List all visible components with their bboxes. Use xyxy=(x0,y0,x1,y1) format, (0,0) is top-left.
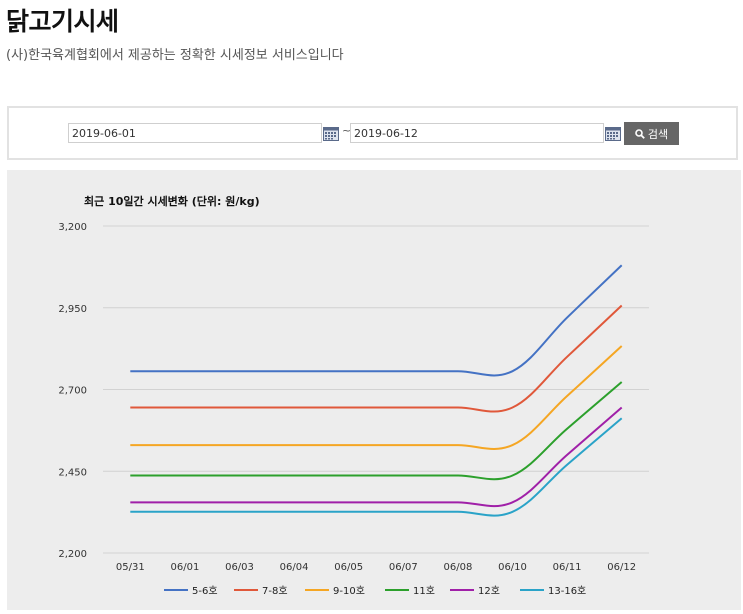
price-line-chart: 최근 10일간 시세변화 (단위: 원/kg) 2,200 2,450 2,700 2… xyxy=(58,194,649,597)
y-tick-label: 2,450 xyxy=(58,467,87,478)
legend-label: 9-10호 xyxy=(333,585,365,597)
price-chart-panel: 최근 10일간 시세변화 (단위: 원/kg) 2,200 2,450 2,700 2… xyxy=(7,170,741,610)
page-subtitle: (사)한국육계협회에서 제공하는 정확한 시세정보 서비스입니다 xyxy=(6,48,344,63)
legend-label: 13-16호 xyxy=(548,585,586,597)
date-search-form: ~ 검색 xyxy=(7,106,738,160)
x-tick-label: 06/07 xyxy=(389,562,418,573)
legend-label: 5-6호 xyxy=(192,585,218,597)
legend-label: 7-8호 xyxy=(262,585,288,597)
x-tick-label: 06/04 xyxy=(280,562,309,573)
x-tick-label: 06/12 xyxy=(607,562,636,573)
series-line xyxy=(130,417,623,517)
y-tick-label: 3,200 xyxy=(58,222,87,233)
date-range-separator: ~ xyxy=(342,124,352,137)
x-tick-label: 05/31 xyxy=(116,562,145,573)
y-tick-label: 2,700 xyxy=(58,386,87,397)
chart-title: 최근 10일간 시세변화 (단위: 원/kg) xyxy=(84,194,260,208)
x-tick-label: 06/10 xyxy=(498,562,527,573)
legend-label: 11호 xyxy=(413,585,435,597)
search-button[interactable]: 검색 xyxy=(624,122,679,145)
y-tick-label: 2,200 xyxy=(58,549,87,560)
x-tick-label: 06/08 xyxy=(443,562,472,573)
page-title: 닭고기시세 xyxy=(6,7,119,36)
x-tick-label: 06/01 xyxy=(170,562,199,573)
search-button-label: 검색 xyxy=(647,127,669,141)
search-icon xyxy=(635,128,645,139)
y-tick-label: 2,950 xyxy=(58,304,87,315)
legend-label: 12호 xyxy=(478,585,500,597)
series-line xyxy=(130,406,623,508)
x-tick-label: 06/11 xyxy=(553,562,582,573)
series-line xyxy=(130,381,623,481)
start-date-input[interactable] xyxy=(68,123,322,143)
x-tick-label: 06/03 xyxy=(225,562,254,573)
series-line xyxy=(130,264,623,377)
calendar-icon[interactable] xyxy=(605,126,621,141)
x-tick-label: 06/05 xyxy=(334,562,363,573)
series-line xyxy=(130,345,623,450)
calendar-icon[interactable] xyxy=(323,126,339,141)
series-line xyxy=(130,304,623,413)
end-date-input[interactable] xyxy=(350,123,604,143)
